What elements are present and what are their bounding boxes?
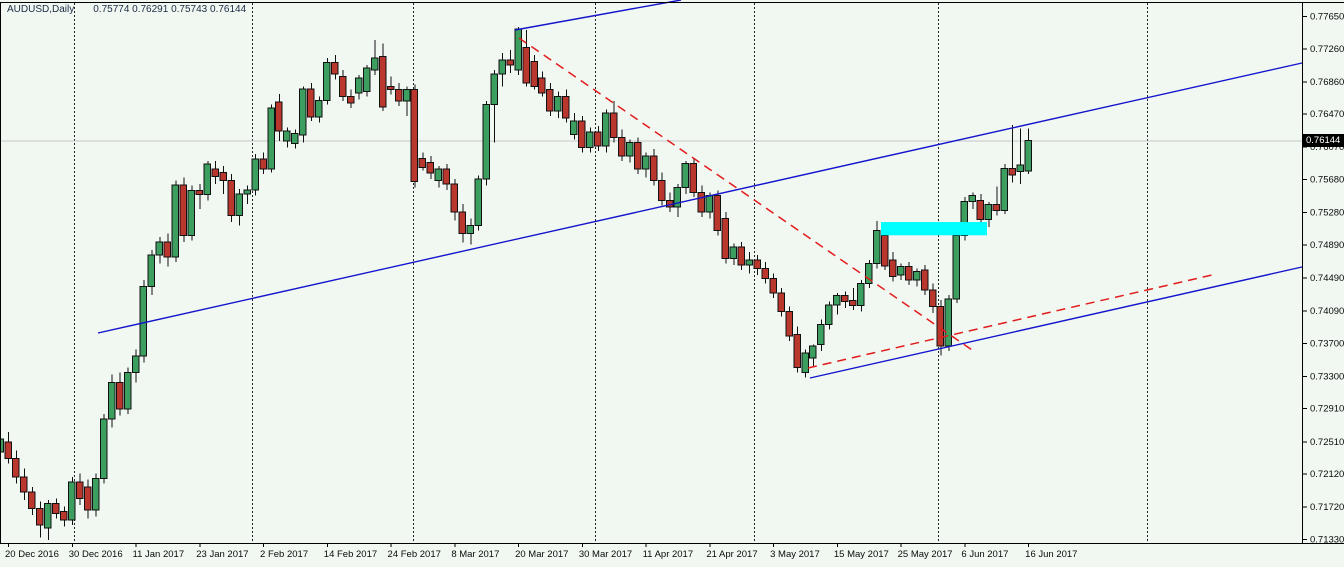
price-tick-label: 0.71720 [1310, 502, 1344, 513]
date-tick-label: 23 Jan 2017 [196, 549, 248, 560]
price-tick-label: 0.73700 [1310, 338, 1344, 349]
symbol-period-label: AUDUSD,Daily [7, 4, 75, 15]
price-tick-label: 0.75280 [1310, 208, 1344, 219]
date-tick-label: 25 May 2017 [898, 549, 953, 560]
resistance-zone-rectangle[interactable] [881, 222, 987, 236]
descending-resistance-dashed[interactable] [518, 37, 976, 353]
ohlc-readout: 0.75774 0.76291 0.75743 0.76144 [93, 4, 247, 15]
date-tick-label: 21 Apr 2017 [706, 549, 757, 560]
price-tick-label: 0.75680 [1310, 175, 1344, 186]
price-axis[interactable]: 0.77650 0.77260 0.76860 0.76470 0.76070 0.756… [1302, 12, 1344, 546]
date-tick-label: 11 Apr 2017 [643, 549, 694, 560]
price-tick-label: 0.73300 [1310, 371, 1344, 382]
date-tick-label: 2 Feb 2017 [260, 549, 308, 560]
date-tick-label: 3 May 2017 [770, 549, 820, 560]
ascending-parallel-dashed[interactable] [807, 274, 1213, 369]
date-tick-label: 30 Mar 2017 [579, 549, 632, 560]
date-tick-label: 6 Jun 2017 [961, 549, 1008, 560]
price-tick-label: 0.77260 [1310, 44, 1344, 55]
price-tick-label: 0.77650 [1310, 12, 1344, 23]
date-tick-label: 20 Mar 2017 [515, 549, 568, 560]
price-tick-label: 0.74090 [1310, 306, 1344, 317]
price-tick-label: 0.74890 [1310, 240, 1344, 251]
price-tick-label: 0.71330 [1310, 534, 1344, 545]
current-price-label: 0.76144 [1302, 134, 1344, 147]
date-tick-label: 24 Feb 2017 [388, 549, 441, 560]
date-tick-label: 20 Dec 2016 [5, 549, 59, 560]
date-tick-label: 8 Mar 2017 [451, 549, 499, 560]
upper-channel-trendline[interactable] [514, 0, 682, 31]
date-tick-label: 30 Dec 2016 [69, 549, 123, 560]
price-tick-label: 0.72510 [1310, 437, 1344, 448]
price-tick-label: 0.76470 [1310, 109, 1344, 120]
price-tick-label: 0.76070 [1310, 142, 1344, 153]
price-tick-label: 0.74490 [1310, 273, 1344, 284]
price-tick-label: 0.76860 [1310, 77, 1344, 88]
date-tick-label: 16 Jun 2017 [1025, 549, 1077, 560]
date-tick-label: 14 Feb 2017 [324, 549, 377, 560]
chart-frame [0, 2, 1344, 544]
chart-header-readout: AUDUSD,Daily 0.75774 0.76291 0.75743 0.76… [7, 4, 246, 15]
candles [0, 26, 1032, 540]
price-tick-label: 0.72120 [1310, 469, 1344, 480]
date-tick-label: 15 May 2017 [834, 549, 889, 560]
ascending-support-trendline[interactable] [97, 62, 1303, 334]
price-tick-label: 0.72910 [1310, 404, 1344, 415]
june-support-trendline[interactable] [809, 266, 1303, 379]
date-tick-label: 11 Jan 2017 [133, 549, 185, 560]
time-axis[interactable]: 20 Dec 2016 30 Dec 2016 11 Jan 2017 23 Jan … [5, 543, 1077, 560]
